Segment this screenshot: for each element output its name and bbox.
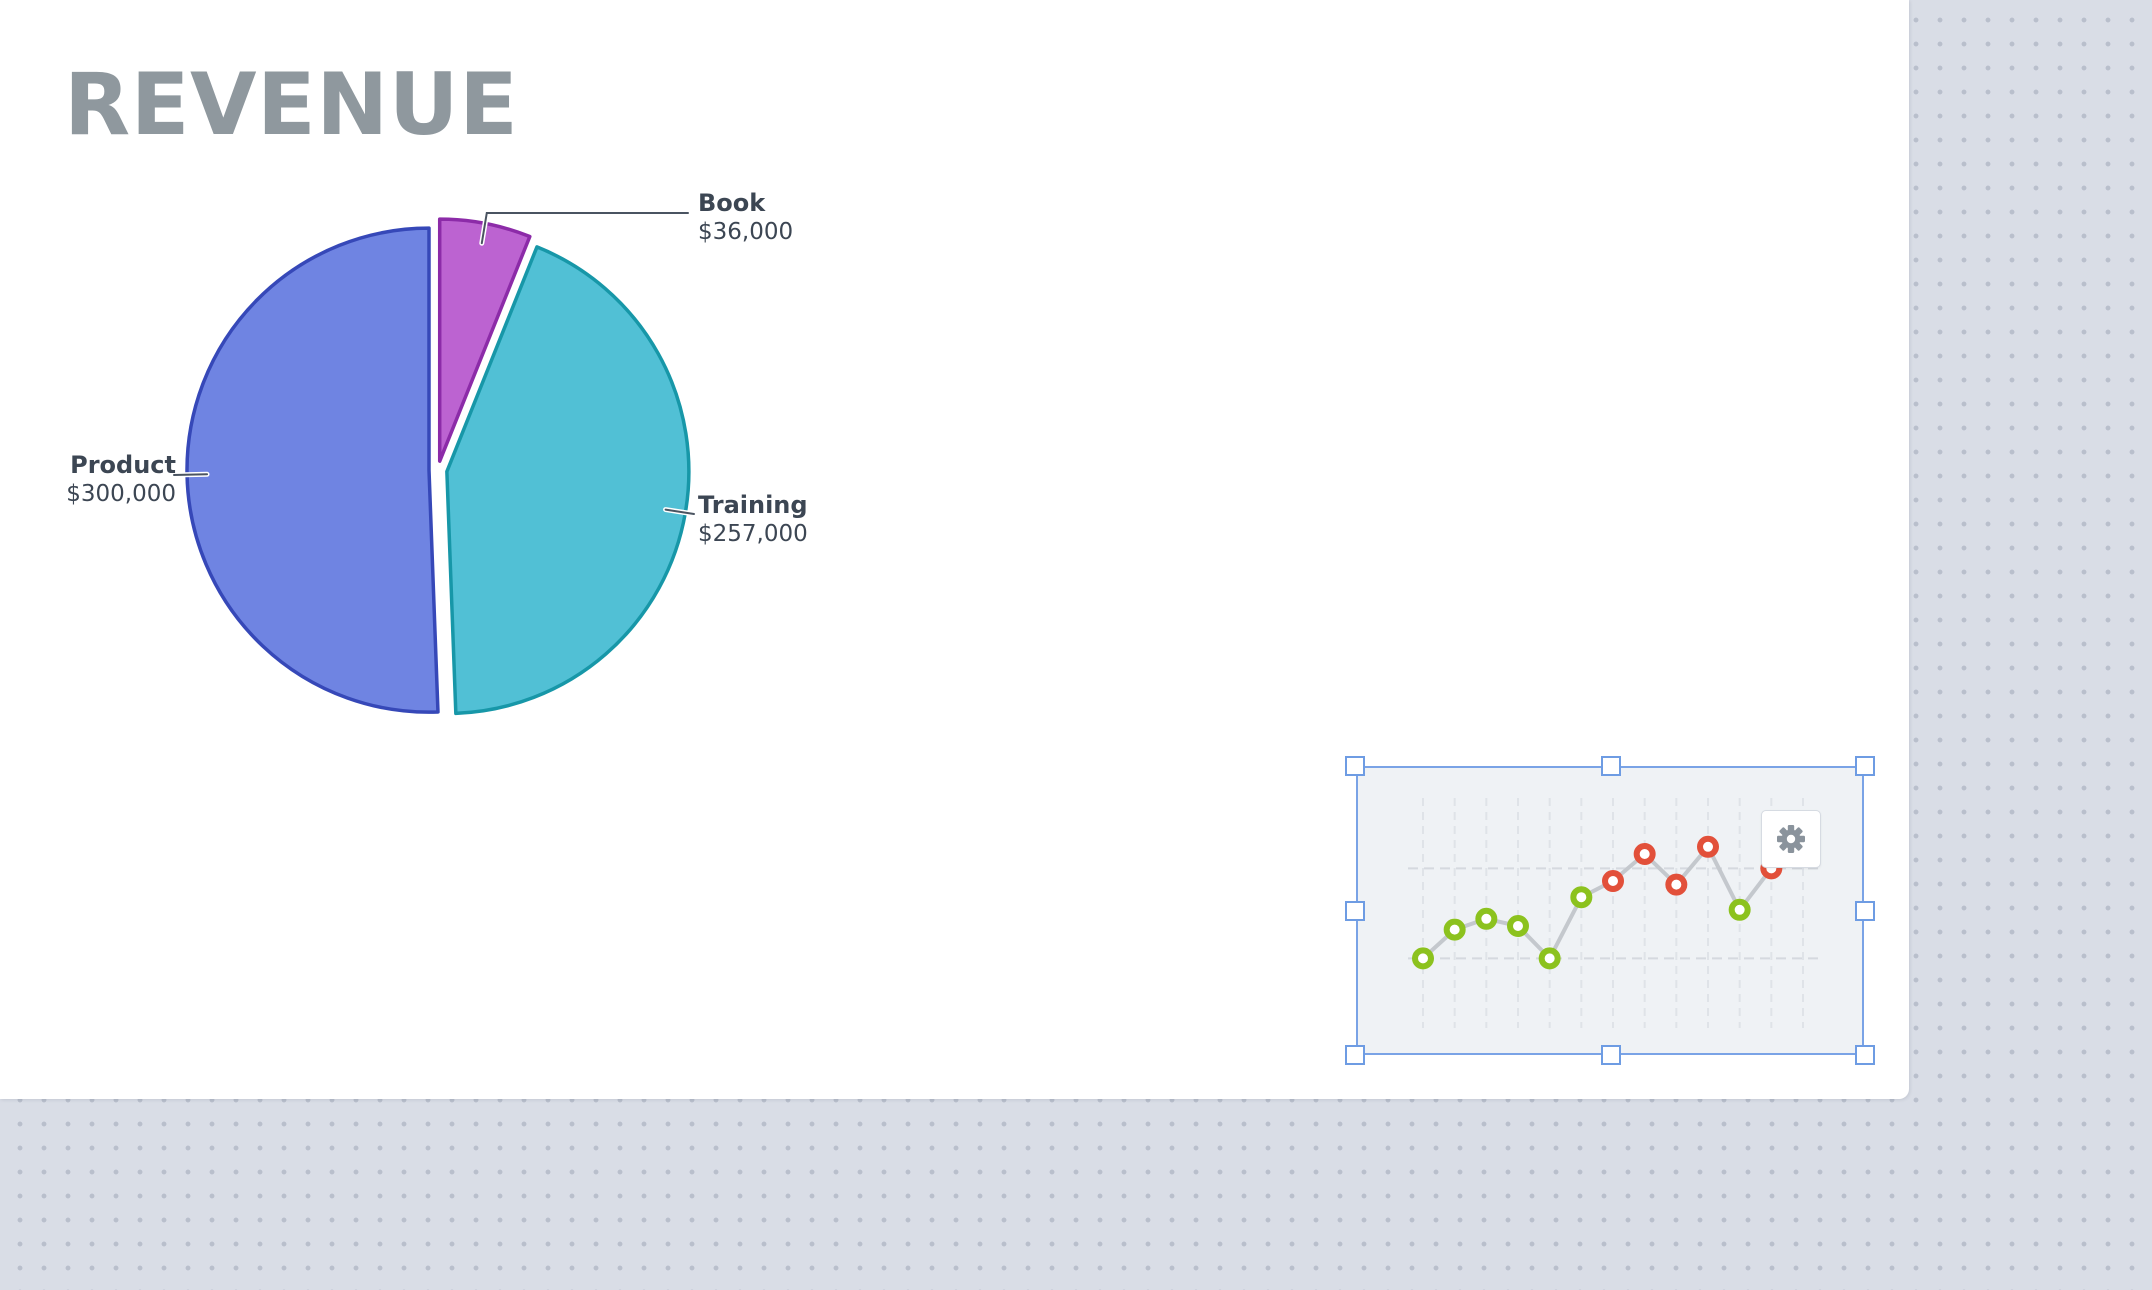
pie-label-book: Book $36,000 [698, 188, 793, 247]
resize-handle-top-center[interactable] [1601, 756, 1621, 776]
gear-icon [1777, 825, 1805, 853]
pie-label-name: Training [698, 491, 808, 519]
pie-slice-product[interactable] [185, 226, 440, 714]
page-title: REVENUE [64, 55, 519, 155]
resize-handle-bottom-left[interactable] [1345, 1045, 1365, 1065]
pie-leader-line [480, 212, 689, 245]
pie-leader-line [173, 473, 209, 476]
pie-label-name: Product [70, 451, 176, 479]
pie-label-product: Product $300,000 [62, 450, 176, 509]
pie-label-value: $300,000 [66, 481, 176, 507]
pie-label-training: Training $257,000 [698, 490, 808, 549]
sparkline-point [1412, 947, 1434, 970]
resize-handle-bottom-center[interactable] [1601, 1045, 1621, 1065]
sparkline-point [1633, 843, 1656, 865]
sparkline-point [1538, 947, 1561, 970]
resize-handle-bottom-right[interactable] [1855, 1045, 1875, 1065]
pie-leader-line [664, 508, 695, 515]
pie-label-value: $257,000 [698, 521, 808, 547]
sparkline-point [1443, 918, 1466, 941]
resize-handle-top-right[interactable] [1855, 756, 1875, 776]
sparkline-point [1570, 886, 1593, 909]
resize-handle-middle-left[interactable] [1345, 901, 1365, 921]
sparkline-point [1475, 907, 1498, 930]
sparkline-point [1602, 870, 1624, 892]
pie-label-name: Book [698, 189, 766, 217]
chart-settings-button[interactable] [1761, 810, 1821, 868]
sparkline-chart [1408, 798, 1818, 1028]
resize-handle-middle-right[interactable] [1855, 901, 1875, 921]
pie-label-value: $36,000 [698, 219, 794, 245]
sparkline-point [1507, 915, 1529, 937]
revenue-pie-chart[interactable] [0, 0, 1000, 760]
sparkline-point [1728, 898, 1751, 921]
resize-handle-top-left[interactable] [1345, 756, 1365, 776]
sparkline-point [1697, 835, 1719, 858]
sparkline-point [1665, 873, 1688, 896]
